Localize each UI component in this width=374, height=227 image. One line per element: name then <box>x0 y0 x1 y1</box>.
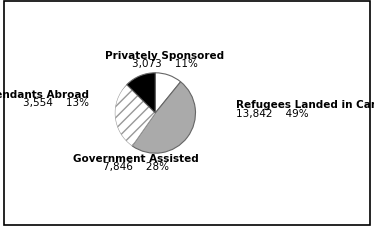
Text: Government Assisted: Government Assisted <box>73 153 199 163</box>
Text: 3,073    11%: 3,073 11% <box>132 59 198 69</box>
Text: 13,842    49%: 13,842 49% <box>236 109 308 118</box>
Text: Privately Sponsored: Privately Sponsored <box>105 51 224 61</box>
Text: Dependants Abroad: Dependants Abroad <box>0 89 89 99</box>
Wedge shape <box>155 74 181 114</box>
Text: 3,554    13%: 3,554 13% <box>23 98 89 108</box>
Wedge shape <box>127 74 155 114</box>
Wedge shape <box>132 82 196 153</box>
Text: 7,846    28%: 7,846 28% <box>103 162 169 172</box>
Wedge shape <box>115 85 155 146</box>
Text: Refugees Landed in Canada: Refugees Landed in Canada <box>236 100 374 110</box>
